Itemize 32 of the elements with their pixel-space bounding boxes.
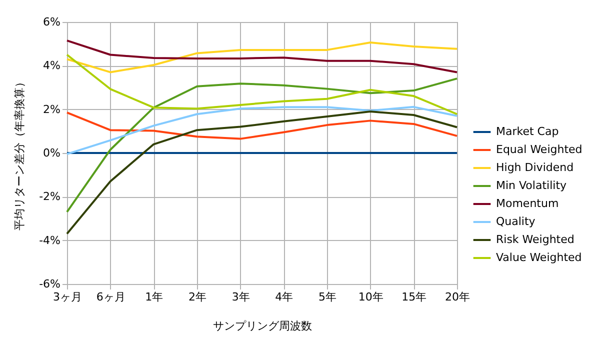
line-series <box>66 54 458 116</box>
legend-label: Risk Weighted <box>496 233 574 246</box>
x-tick-label: 4年 <box>275 290 294 304</box>
y-tick-label: -6% <box>39 278 60 290</box>
x-tick-label: 3ヶ月 <box>53 290 82 304</box>
line-series <box>66 78 458 213</box>
y-tick-label: 6% <box>43 16 60 28</box>
x-tick-label: 5年 <box>318 290 336 304</box>
x-tick-label: 10年 <box>358 290 384 304</box>
y-tick-label: 4% <box>43 59 60 72</box>
legend-label: Value Weighted <box>496 251 582 264</box>
legend-label: Equal Weighted <box>496 143 582 156</box>
x-tick-label: 15年 <box>402 290 427 304</box>
legend-label: High Dividend <box>496 161 574 174</box>
legend-label: Market Cap <box>496 125 559 138</box>
x-tick-label: 3年 <box>232 290 250 304</box>
x-tick-label: 2年 <box>188 290 206 304</box>
legend-label: Quality <box>496 215 536 228</box>
x-tick-label: 1年 <box>145 290 164 304</box>
line-series <box>66 112 458 140</box>
line-series <box>66 106 458 156</box>
y-axis-title: 平均リターン差分（年率換算） <box>13 76 26 230</box>
legend-label: Momentum <box>496 197 559 210</box>
x-tick-label: 6ヶ月 <box>96 290 126 304</box>
y-tick-label: 2% <box>43 102 60 116</box>
line-series <box>66 110 458 235</box>
x-tick-label: 20年 <box>445 290 470 304</box>
y-tick-label: 0% <box>43 146 60 160</box>
legend-label: Min Volatility <box>496 179 568 192</box>
x-axis-title: サンプリング周波数 <box>213 320 312 332</box>
y-tick-label: -2% <box>39 190 60 204</box>
y-tick-label: -4% <box>39 234 60 247</box>
